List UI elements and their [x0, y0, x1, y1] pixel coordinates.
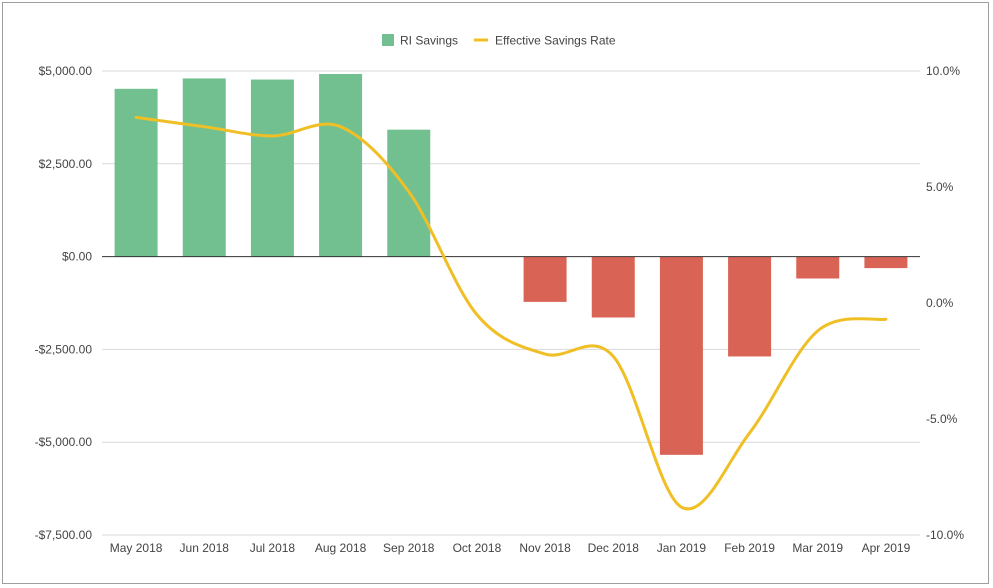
left-axis-tick-label: -$2,500.00: [35, 342, 93, 356]
x-axis-tick-label: Dec 2018: [588, 541, 640, 555]
bar-series-ri-savings: [114, 73, 908, 455]
right-axis-tick-label: 5.0%: [926, 180, 954, 194]
left-axis-tick-label: $2,500.00: [39, 157, 93, 171]
x-axis-tick-label: Feb 2019: [724, 541, 775, 555]
x-axis-tick-label: May 2018: [110, 541, 163, 555]
right-axis-tick-label: -10.0%: [926, 528, 964, 542]
gridlines: [102, 70, 920, 536]
legend-swatch-ri-savings: [382, 34, 394, 46]
bar-jun-2018: [182, 78, 226, 257]
line-series-effective-savings-rate: [134, 115, 888, 511]
bar-may-2018: [114, 88, 158, 257]
x-axis-tick-label: Jul 2018: [250, 541, 296, 555]
right-axis-tick-label: 10.0%: [926, 64, 960, 78]
left-axis-tick-label: -$5,000.00: [35, 435, 93, 449]
x-axis-tick-label: Jun 2018: [180, 541, 230, 555]
bar-mar-2019: [796, 256, 840, 279]
x-axis-tick-label: Nov 2018: [519, 541, 571, 555]
bar-feb-2019: [728, 256, 772, 357]
x-axis-ticks: May 2018 Jun 2018 Jul 2018 Aug 2018 Sep 2018…: [110, 541, 911, 555]
right-axis-tick-label: -5.0%: [926, 412, 958, 426]
x-axis-tick-label: Mar 2019: [792, 541, 843, 555]
left-axis-tick-label: $5,000.00: [39, 64, 93, 78]
left-axis-tick-label: $0.00: [62, 250, 92, 264]
x-axis-tick-label: Apr 2019: [862, 541, 911, 555]
bar-nov-2018: [523, 256, 567, 302]
bar-aug-2018: [319, 73, 363, 257]
left-axis-tick-label: -$7,500.00: [35, 528, 93, 542]
legend: RI Savings Effective Savings Rate: [382, 34, 616, 48]
x-axis-tick-label: Sep 2018: [383, 541, 435, 555]
legend-label-ri-savings: RI Savings: [400, 34, 458, 48]
legend-label-effective-savings-rate: Effective Savings Rate: [495, 34, 616, 48]
right-axis-tick-label: 0.0%: [926, 296, 954, 310]
x-axis-tick-label: Oct 2018: [453, 541, 502, 555]
left-axis-ticks: $5,000.00 $2,500.00 $0.00 -$2,500.00 -$5,000…: [35, 64, 93, 542]
bar-jan-2019: [659, 256, 703, 455]
savings-rate-line: [134, 115, 888, 511]
x-axis-tick-label: Jan 2019: [657, 541, 707, 555]
bar-dec-2018: [591, 256, 635, 318]
bar-jul-2018: [250, 79, 294, 257]
bar-apr-2019: [864, 256, 908, 269]
right-axis-ticks: 10.0% 5.0% 0.0% -5.0% -10.0%: [926, 64, 964, 542]
x-axis-tick-label: Aug 2018: [315, 541, 367, 555]
